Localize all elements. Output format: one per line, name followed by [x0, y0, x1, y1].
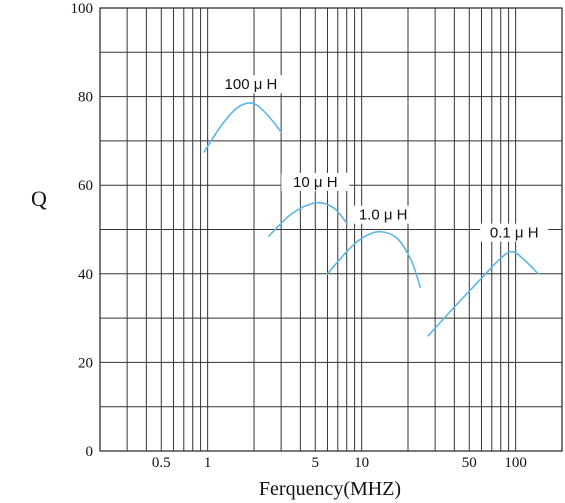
x-axis-title: Ferquency(MHZ)	[259, 478, 401, 500]
series-label: 1.0 μ H	[359, 207, 408, 224]
series-label-background	[480, 223, 549, 242]
series-line	[203, 102, 282, 153]
series-line	[268, 201, 348, 237]
series-line	[326, 230, 421, 288]
y-tick-label: 0	[86, 444, 94, 460]
y-tick-label: 60	[78, 178, 93, 194]
series-label: 10 μ H	[293, 174, 338, 191]
series-label-background	[281, 172, 350, 191]
x-tick-label: 5	[312, 455, 320, 471]
x-tick-label: 100	[504, 455, 527, 471]
y-tick-label: 100	[71, 1, 94, 17]
x-tick-label: 0.5	[152, 455, 171, 471]
y-tick-label: 40	[78, 267, 93, 283]
x-tick-label: 1	[204, 455, 212, 471]
y-axis-title: Q	[31, 186, 47, 211]
series-line	[427, 250, 539, 337]
y-tick-label: 20	[78, 355, 93, 371]
series-label: 0.1 μ H	[490, 225, 539, 242]
series-label-background	[216, 75, 285, 94]
x-tick-label: 10	[354, 455, 369, 471]
series-label-background	[349, 205, 418, 224]
series-label: 100 μ H	[225, 76, 278, 93]
x-tick-label: 50	[462, 455, 477, 471]
y-tick-label: 80	[78, 90, 93, 106]
